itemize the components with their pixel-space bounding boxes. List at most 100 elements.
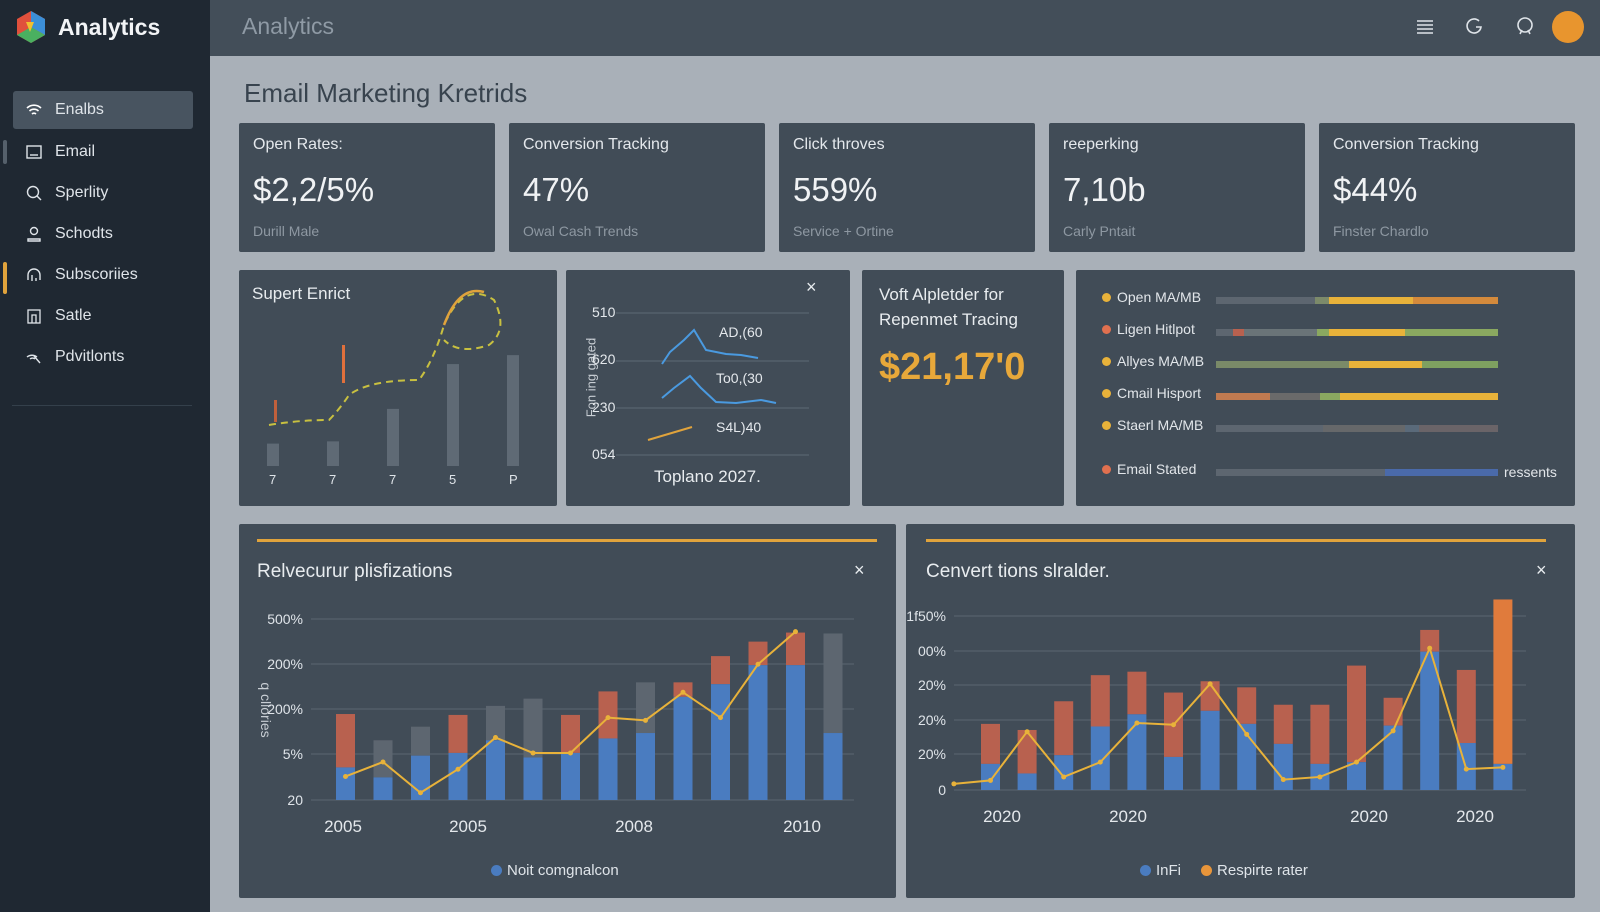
y-tick-label: 5% [283, 746, 303, 762]
sidebar-item-label: Enalbs [55, 101, 104, 118]
hbar-row[interactable]: Email Stated [1102, 461, 1196, 477]
accent-line [926, 539, 1546, 542]
sidebar-item-subscoriies[interactable]: Subscoriies [13, 256, 193, 294]
search-icon[interactable] [1512, 14, 1538, 40]
x-tick-label: 2005 [449, 817, 487, 836]
legend-item[interactable]: Respirte rater [1201, 862, 1308, 879]
hbar-segment [1216, 329, 1233, 336]
kpi-label: Click throves [793, 136, 885, 153]
trend-point [568, 750, 573, 756]
y-tick-label: 20% [918, 712, 946, 728]
legend-dot [1140, 865, 1151, 876]
bar-segment-top [523, 698, 543, 758]
hbar-segment [1421, 361, 1498, 368]
bar-segment-base [523, 757, 543, 800]
legend-item[interactable]: InFi [1140, 862, 1181, 879]
hbar-segment [1216, 425, 1324, 432]
signal-icon [26, 354, 41, 364]
x-tick-label: 7 [329, 472, 336, 487]
hbar-row[interactable]: Open MA/MB [1102, 289, 1201, 305]
hbar-segment [1348, 361, 1422, 368]
hbar-segment [1419, 425, 1498, 432]
trend-point [793, 629, 798, 635]
kpi-card-click-throves[interactable]: Click throves 559% Service + Ortine [779, 123, 1035, 252]
close-icon[interactable]: × [1536, 560, 1547, 580]
panel-title: Voft Alpletder for Repenmet Tracing [879, 285, 1018, 329]
annotation: AD,(60 [719, 324, 763, 340]
y-tick-label: 00% [918, 643, 946, 659]
trend-line [953, 645, 1503, 785]
hbar-row[interactable]: Ligen Hitlpot [1102, 321, 1195, 337]
brand[interactable]: Analytics [16, 10, 160, 44]
bar-segment-top [1493, 599, 1513, 764]
kpi-card-reeperking[interactable]: reeperking 7,10b Carly Pntait [1049, 123, 1305, 252]
sidebar-item-satle[interactable]: Satle [13, 297, 193, 335]
hbar-segment [1269, 393, 1321, 400]
bar-segment-base [1383, 725, 1403, 790]
hbar-segment [1317, 329, 1329, 336]
sidebar-item-email[interactable]: Email [13, 133, 193, 171]
kpi-label: Conversion Tracking [1333, 136, 1479, 153]
header: Analytics [210, 0, 1600, 56]
sidebar-item-enalbs[interactable]: Enalbs [13, 91, 193, 129]
trend-point [418, 790, 423, 796]
hbar-row[interactable]: Staerl MA/MB [1102, 417, 1203, 433]
sidebar: Analytics Enalbs Email Sperlity Schodts … [0, 0, 210, 912]
avatar[interactable] [1552, 11, 1584, 43]
kpi-card-conversion-tracking[interactable]: Conversion Tracking 47% Owal Cash Trends [509, 123, 765, 252]
hbar-row[interactable]: Allyes MA/MB [1102, 353, 1204, 369]
y-tick: 510 [592, 304, 616, 320]
trend-point [605, 715, 611, 721]
trend-point [718, 715, 723, 721]
legend-label: InFi [1156, 862, 1182, 879]
kpi-card-open-rates[interactable]: Open Rates: $2,2/5% Durill Male [239, 123, 495, 252]
bar [327, 441, 339, 466]
bar-segment-base [1200, 710, 1220, 790]
bar-segment-top [636, 682, 655, 734]
annotation: S4L)40 [716, 419, 762, 435]
bar-segment-base [1164, 756, 1183, 790]
hbar-track [1216, 425, 1498, 432]
hbar-row[interactable]: Cmail Hisport [1102, 385, 1201, 401]
y-tick: 054 [592, 446, 616, 462]
refresh-icon[interactable] [1462, 14, 1488, 40]
trend-point [1427, 645, 1433, 651]
hbar-segment [1385, 469, 1498, 476]
x-tick-label: 2010 [783, 817, 821, 836]
bar-segment-base [1347, 762, 1366, 790]
headphones-icon [27, 268, 41, 281]
panel-horizontal-bars: ressents Open MA/MB Ligen Hitlpot Allyes M… [1076, 270, 1575, 506]
y-tick-label: 500% [267, 611, 303, 627]
close-icon[interactable]: × [806, 277, 817, 297]
trend-highlight [442, 289, 485, 326]
bar-segment-top [786, 632, 805, 666]
kpi-label: reeperking [1063, 136, 1139, 153]
trend-point [1463, 766, 1469, 772]
bar-segment-base [636, 733, 655, 800]
bar-line-chart: 1f50% 00% 20% 20% 20% 0 2020 2020 2020 2020 [906, 599, 1526, 826]
kpi-value: $2,2/5% [253, 171, 375, 208]
sidebar-item-pdvitlonts[interactable]: Pdvitlonts [13, 338, 193, 376]
marker [274, 400, 277, 422]
trend-point [1354, 759, 1359, 765]
x-tick-label: 2020 [983, 807, 1021, 826]
panel-supert-enrict: Supert Enrict 7 7 7 5 P [239, 270, 557, 506]
inbox-icon [26, 145, 42, 159]
kpi-value: 559% [793, 171, 878, 208]
close-icon[interactable]: × [854, 560, 865, 580]
menu-icon[interactable] [1412, 14, 1438, 40]
legend-dot [1102, 292, 1111, 302]
trend-point [680, 689, 686, 695]
hbar-label: Staerl MA/MB [1117, 417, 1204, 433]
panel-relvecurur: Relvecurur plisfizations × q cliories 50… [239, 524, 896, 898]
kpi-value: 7,10b [1063, 171, 1146, 208]
legend-dot [1201, 865, 1213, 876]
sidebar-item-sperlity[interactable]: Sperlity [13, 174, 193, 212]
bar-segment-base [711, 684, 730, 800]
hbar-track [1216, 297, 1498, 304]
legend-dot [1102, 324, 1111, 334]
sidebar-divider [12, 405, 192, 406]
legend-item[interactable]: Noit comgnalcon [491, 862, 619, 879]
sidebar-item-schodts[interactable]: Schodts [13, 215, 193, 253]
kpi-card-conversion-tracking-2[interactable]: Conversion Tracking $44% Finster Chardlo [1319, 123, 1575, 252]
